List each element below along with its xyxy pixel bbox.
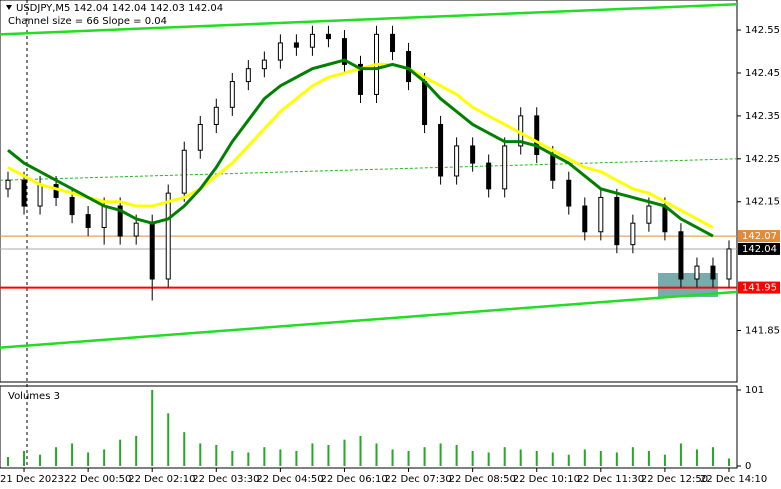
candle-body	[534, 115, 540, 156]
candle-body	[454, 145, 460, 177]
candle-body	[69, 196, 75, 216]
volume-tick-label: 101	[745, 385, 764, 396]
candle-body	[229, 81, 235, 108]
candle-body	[165, 192, 171, 280]
candle-body	[694, 265, 700, 280]
candle-body	[614, 196, 620, 246]
candle-body	[53, 184, 59, 198]
candle-body	[662, 205, 668, 233]
chart-title: USDJPY,M5 142.04 142.04 142.03 142.04	[16, 3, 223, 14]
volume-title: Volumes 3	[8, 391, 60, 402]
candle-body	[726, 248, 732, 280]
candle-body	[133, 222, 139, 237]
candle-body	[101, 205, 107, 228]
candle-body	[710, 265, 716, 280]
y-tick-label: 142.15	[745, 197, 780, 208]
x-tick-label: 22 Dec 00:50	[64, 474, 131, 485]
candle-body	[293, 42, 299, 48]
candle-body	[438, 123, 444, 177]
candle-body	[85, 214, 91, 228]
candle-body	[678, 231, 684, 280]
moving-average	[7, 58, 714, 238]
x-tick-label: 22 Dec 11:30	[577, 474, 644, 485]
x-tick-label: 21 Dec 2023	[0, 474, 64, 485]
price-label: 141.95	[742, 283, 777, 294]
candle-body	[149, 222, 155, 280]
y-tick-label: 141.85	[745, 325, 780, 336]
candle-body	[598, 196, 604, 233]
x-tick-label: 22 Dec 12:50	[641, 474, 708, 485]
candle-body	[582, 205, 588, 233]
x-tick-label: 22 Dec 10:10	[513, 474, 580, 485]
candle-body	[21, 179, 27, 207]
candle-body	[213, 106, 219, 125]
price-label: 142.07	[742, 231, 777, 242]
main-panel	[0, 0, 738, 383]
candle-body	[390, 33, 396, 53]
y-tick-label: 142.55	[745, 25, 780, 36]
x-tick-label: 22 Dec 04:50	[256, 474, 323, 485]
price-label-box	[738, 242, 780, 255]
candle-body	[197, 123, 203, 151]
channel-line	[0, 3, 738, 36]
y-tick-label: 142.25	[745, 154, 780, 165]
candle-body	[646, 205, 652, 224]
candle-body	[309, 33, 315, 48]
candle-body	[406, 51, 412, 83]
y-tick-label: 142.35	[745, 111, 780, 122]
y-tick-label: 142.45	[745, 68, 780, 79]
candle-body	[630, 222, 636, 246]
x-tick-label: 22 Dec 03:30	[192, 474, 259, 485]
arrow-icon	[6, 5, 12, 10]
x-tick-label: 22 Dec 14:10	[700, 474, 767, 485]
candle-body	[277, 42, 283, 61]
channel-line	[0, 158, 738, 181]
volume-panel	[0, 385, 738, 469]
price-label: 142.04	[742, 244, 777, 255]
candle-body	[117, 205, 123, 237]
candle-body	[357, 63, 363, 95]
x-tick-label: 22 Dec 07:30	[385, 474, 452, 485]
chart-subtitle: Channel size = 66 Slope = 0.04	[8, 16, 167, 27]
volume-tick-label: 0	[745, 461, 751, 472]
candle-body	[5, 179, 11, 190]
candle-body	[341, 38, 347, 65]
candle-body	[261, 59, 267, 70]
x-tick-label: 22 Dec 02:10	[128, 474, 195, 485]
candle-body	[422, 81, 428, 125]
x-tick-label: 22 Dec 08:50	[449, 474, 516, 485]
candle-body	[37, 184, 43, 207]
candle-body	[470, 145, 476, 164]
candle-body	[566, 179, 572, 207]
channel-line	[0, 290, 738, 349]
price-label-box	[738, 230, 780, 243]
candle-body	[245, 68, 251, 83]
candle-body	[502, 145, 508, 190]
price-label-box	[738, 281, 780, 294]
candle-body	[325, 33, 331, 40]
candle-body	[550, 154, 556, 181]
candle-body	[486, 162, 492, 190]
candle-body	[181, 149, 187, 194]
x-tick-label: 22 Dec 06:10	[320, 474, 387, 485]
